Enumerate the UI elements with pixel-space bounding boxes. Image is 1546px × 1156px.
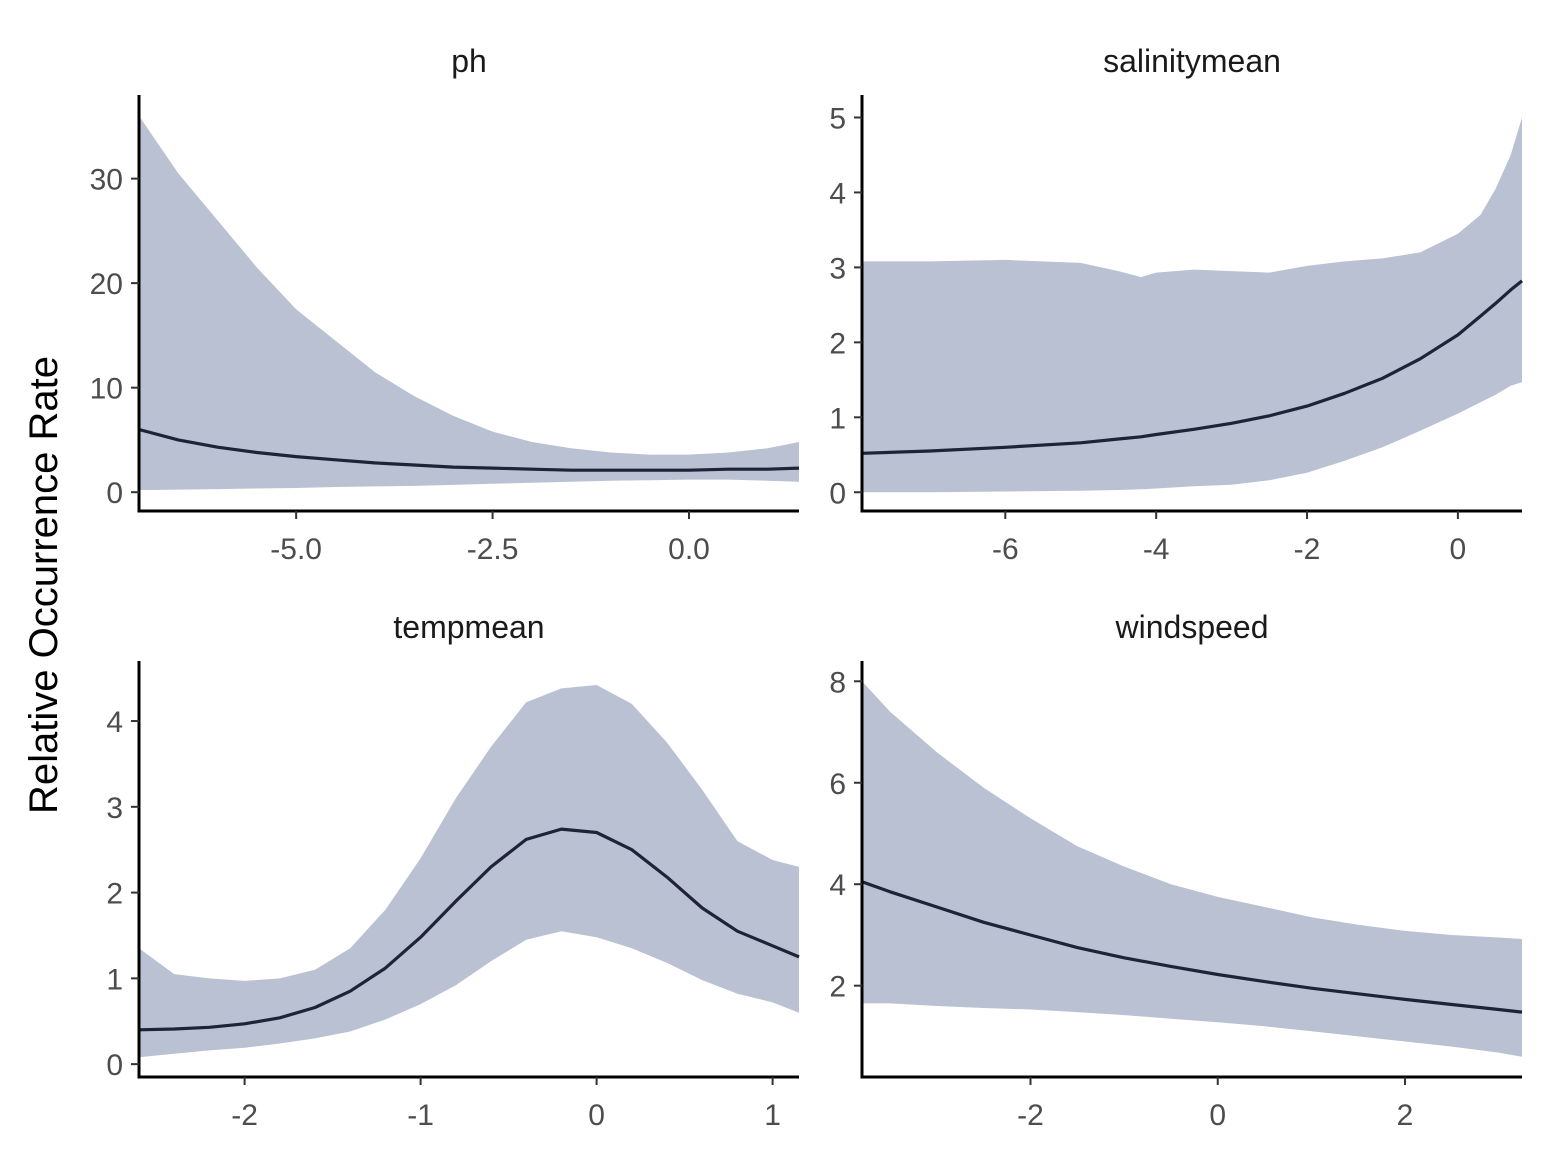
plot-area-salinitymean: 0 1 2 3 4 5 -6 -4 -2 0 bbox=[829, 95, 1523, 566]
y-tick-label-tempmean: 0 bbox=[106, 1049, 123, 1082]
y-tick-label-windspeed: 8 bbox=[829, 666, 846, 699]
panel-tempmean: tempmean 0 1 2 3 4 -2 -1 0 1 bbox=[106, 609, 800, 1132]
confidence-band-salinitymean bbox=[862, 117, 1522, 493]
mean-line-windspeed bbox=[861, 880, 1523, 1014]
panel-title-windspeed: windspeed bbox=[1115, 609, 1269, 645]
x-tick-label-windspeed: 2 bbox=[1397, 1099, 1414, 1132]
mean-line-salinitymean bbox=[861, 279, 1523, 455]
mean-line-ph bbox=[138, 427, 800, 472]
panel-windspeed: windspeed 2 4 6 8 -2 0 2 bbox=[829, 609, 1523, 1132]
y-tick-label-salinitymean: 4 bbox=[829, 177, 846, 210]
panel-ph: ph 0 10 20 30 -5.0 -2.5 0.0 bbox=[90, 43, 800, 566]
y-tick-label-ph: 30 bbox=[90, 164, 123, 197]
panel-title-salinitymean: salinitymean bbox=[1103, 43, 1281, 79]
x-tick-label-salinitymean: 0 bbox=[1450, 533, 1467, 566]
confidence-band-windspeed bbox=[862, 681, 1522, 1057]
x-tick-label-tempmean: -2 bbox=[231, 1099, 258, 1132]
y-tick-label-ph: 20 bbox=[90, 268, 123, 301]
y-tick-label-salinitymean: 0 bbox=[829, 477, 846, 510]
y-tick-label-windspeed: 6 bbox=[829, 768, 846, 801]
y-tick-label-ph: 0 bbox=[106, 477, 123, 510]
confidence-band-ph bbox=[139, 115, 799, 491]
x-tick-label-tempmean: 0 bbox=[588, 1099, 605, 1132]
y-tick-label-windspeed: 4 bbox=[829, 869, 846, 902]
panel-title-ph: ph bbox=[451, 43, 487, 79]
plot-area-windspeed: 2 4 6 8 -2 0 2 bbox=[829, 661, 1523, 1132]
x-tick-label-windspeed: 0 bbox=[1209, 1099, 1226, 1132]
plot-area-tempmean: 0 1 2 3 4 -2 -1 0 1 bbox=[106, 661, 800, 1132]
x-tick-label-windspeed: -2 bbox=[1017, 1099, 1044, 1132]
x-tick-label-salinitymean: -2 bbox=[1294, 533, 1321, 566]
y-tick-label-salinitymean: 3 bbox=[829, 252, 846, 285]
y-axis-label: Relative Occurrence Rate bbox=[22, 356, 66, 814]
x-tick-label-salinitymean: -6 bbox=[992, 533, 1019, 566]
y-tick-label-tempmean: 3 bbox=[106, 792, 123, 825]
y-tick-label-tempmean: 2 bbox=[106, 878, 123, 911]
x-tick-label-ph: 0.0 bbox=[668, 533, 710, 566]
y-tick-label-salinitymean: 2 bbox=[829, 327, 846, 360]
plot-area-ph: 0 10 20 30 -5.0 -2.5 0.0 bbox=[90, 95, 800, 566]
y-tick-label-salinitymean: 1 bbox=[829, 402, 846, 435]
x-tick-label-tempmean: -1 bbox=[407, 1099, 434, 1132]
x-tick-label-salinitymean: -4 bbox=[1143, 533, 1170, 566]
y-tick-label-salinitymean: 5 bbox=[829, 102, 846, 135]
panel-salinitymean: salinitymean 0 1 2 3 4 5 -6 -4 -2 0 bbox=[829, 43, 1523, 566]
panel-title-tempmean: tempmean bbox=[393, 609, 544, 645]
x-tick-label-ph: -5.0 bbox=[270, 533, 322, 566]
y-tick-label-tempmean: 4 bbox=[106, 706, 123, 739]
y-tick-label-tempmean: 1 bbox=[106, 963, 123, 996]
x-tick-label-ph: -2.5 bbox=[467, 533, 519, 566]
x-tick-label-tempmean: 1 bbox=[764, 1099, 781, 1132]
confidence-band-tempmean bbox=[139, 685, 799, 1058]
mean-line-tempmean bbox=[138, 827, 800, 1032]
y-tick-label-windspeed: 2 bbox=[829, 971, 846, 1004]
y-tick-label-ph: 10 bbox=[90, 373, 123, 406]
